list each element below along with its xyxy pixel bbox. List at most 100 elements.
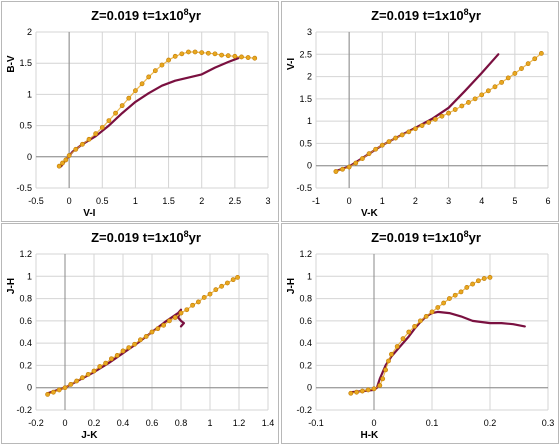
x-tick-label: 0 [62,418,67,428]
data-point [132,341,137,347]
data-point [489,322,491,324]
data-point [497,53,499,55]
data-point [252,55,258,61]
y-axis-label: V-I [286,58,297,70]
data-point [432,116,438,122]
x-tick-label: 1 [133,196,138,206]
title-age-exponent: 8 [464,7,469,17]
y-tick-label: 0 [27,383,32,393]
data-point [134,101,137,103]
chart-svg: Z=0.019 t=1x108yr -0.2 0 0.2 0.4 0.6 0.8 1 1.2 -0… [6,229,274,441]
data-point [161,85,163,87]
data-point [174,80,176,82]
y-tick-label: 2.5 [299,49,312,59]
data-point [201,295,207,300]
data-point [485,88,491,94]
x-tick-label: 0.1 [426,418,439,428]
series-line [349,310,526,394]
chart-title: Z=0.019 t=1x108yr [91,7,201,23]
title-age: t=1x10 [423,230,464,245]
data-point [353,160,359,166]
data-point [139,81,145,87]
data-point [227,61,229,63]
data-point [366,151,372,157]
data-point [180,320,182,322]
x-tick-label: 0 [67,196,72,206]
chart-svg: Z=0.019 t=1x108yr -0.5 0 0.5 1 1.5 2 -0.5 0 0.5 1 1… [6,7,271,219]
chart-svg: Z=0.019 t=1x108yr -0.5 0 0.5 1 1.5 2 2.5 3 -1 0 1 2 3… [286,7,551,219]
data-point [396,349,398,351]
data-point [159,62,165,68]
y-tick-label: 1 [27,271,32,281]
data-point [333,169,339,174]
data-point [190,302,195,308]
y-tick-label: -0.2 [16,405,32,415]
x-tick-label: 3 [265,196,270,206]
data-point [60,160,65,166]
data-point [212,51,218,57]
data-point [230,277,236,283]
y-tick-label: 0 [307,161,312,171]
series-trace [47,276,238,395]
data-point [177,316,179,319]
data-point [68,381,74,387]
y-tick-label: 2 [307,72,312,82]
data-point [472,96,478,102]
y-tick-label: 0.5 [19,121,32,131]
data-point [448,312,450,314]
data-point [464,90,466,92]
data-point [379,378,381,380]
data-point [113,110,118,116]
data-point [183,322,185,324]
x-tick-label: 2 [413,196,418,206]
data-point [386,139,392,145]
data-point [93,131,99,137]
data-point [524,325,526,328]
data-point [505,75,511,81]
data-point [452,292,458,298]
data-point [479,92,485,98]
data-point [186,49,191,55]
y-tick-label: 1 [27,89,32,99]
data-point [429,309,435,315]
data-point [377,383,383,388]
y-tick-label: -0.2 [296,405,312,415]
y-tick-label: 1 [307,116,312,126]
data-point [161,322,166,328]
data-point [452,107,458,112]
data-point [475,278,481,284]
y-tick-label: 0 [307,383,312,393]
data-point [458,289,464,295]
title-age-exponent: 8 [184,7,189,17]
data-point [62,385,68,391]
data-point [224,280,230,286]
data-point [149,329,155,335]
title-age-unit: yr [189,230,201,245]
data-point [63,157,69,163]
data-point [45,391,50,397]
data-point [406,329,412,335]
x-tick-label: 0.5 [96,196,109,206]
data-point [459,103,465,109]
data-point [207,291,213,297]
chart-svg: Z=0.019 t=1x108yr -0.2 0 0.2 0.4 0.6 0.8 1 1.2 -0… [286,229,554,441]
data-point [180,325,182,328]
data-point [143,334,149,339]
x-tick-label: 2 [199,196,204,206]
x-tick-label: 1 [380,196,385,206]
title-metallicity: Z=0.019 [371,8,423,23]
chart-title: Z=0.019 t=1x108yr [371,229,481,245]
data-point [108,125,110,127]
data-point [386,358,391,364]
data-point [481,276,487,281]
y-axis-label: B-V [6,55,17,73]
y-tick-label: 1.2 [19,249,32,259]
y-tick-label: 0.6 [19,316,32,326]
x-tick-label: -0.1 [308,418,324,428]
data-point [126,95,132,101]
y-tick-label: 3 [307,27,312,37]
data-point [400,336,406,342]
data-point [419,123,425,128]
data-point [106,118,112,124]
